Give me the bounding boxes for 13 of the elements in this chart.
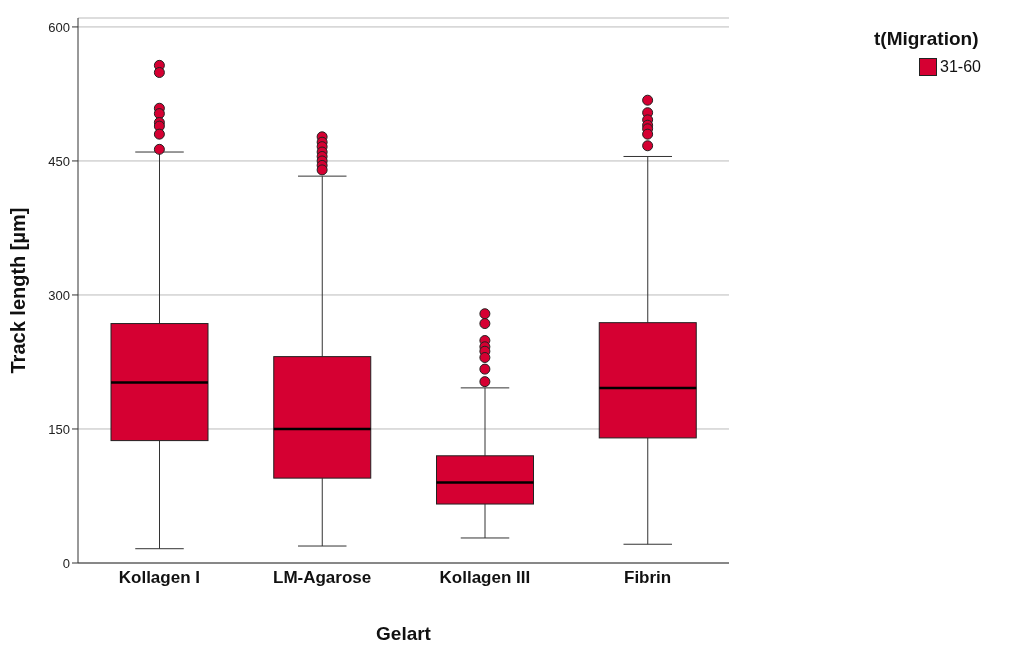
x-axis-title: Gelart — [376, 623, 432, 644]
x-tick-label: Kollagen I — [118, 568, 200, 588]
x-tick-label: LM-Agarose — [273, 568, 372, 588]
y-tick-label: 300 — [48, 287, 70, 303]
y-tick-label: 450 — [48, 153, 70, 169]
y-tick-label: 600 — [48, 19, 70, 35]
y-axis-title: Track length [µm] — [7, 207, 30, 374]
y-tick-label: 150 — [48, 421, 70, 437]
legend-title: t(Migration) — [874, 28, 980, 50]
legend-label: 31-60 — [940, 58, 981, 76]
x-tick-label: Kollagen III — [439, 568, 531, 588]
y-tick-label: 0 — [62, 555, 70, 571]
x-tick-label: Fibrin — [624, 568, 672, 588]
